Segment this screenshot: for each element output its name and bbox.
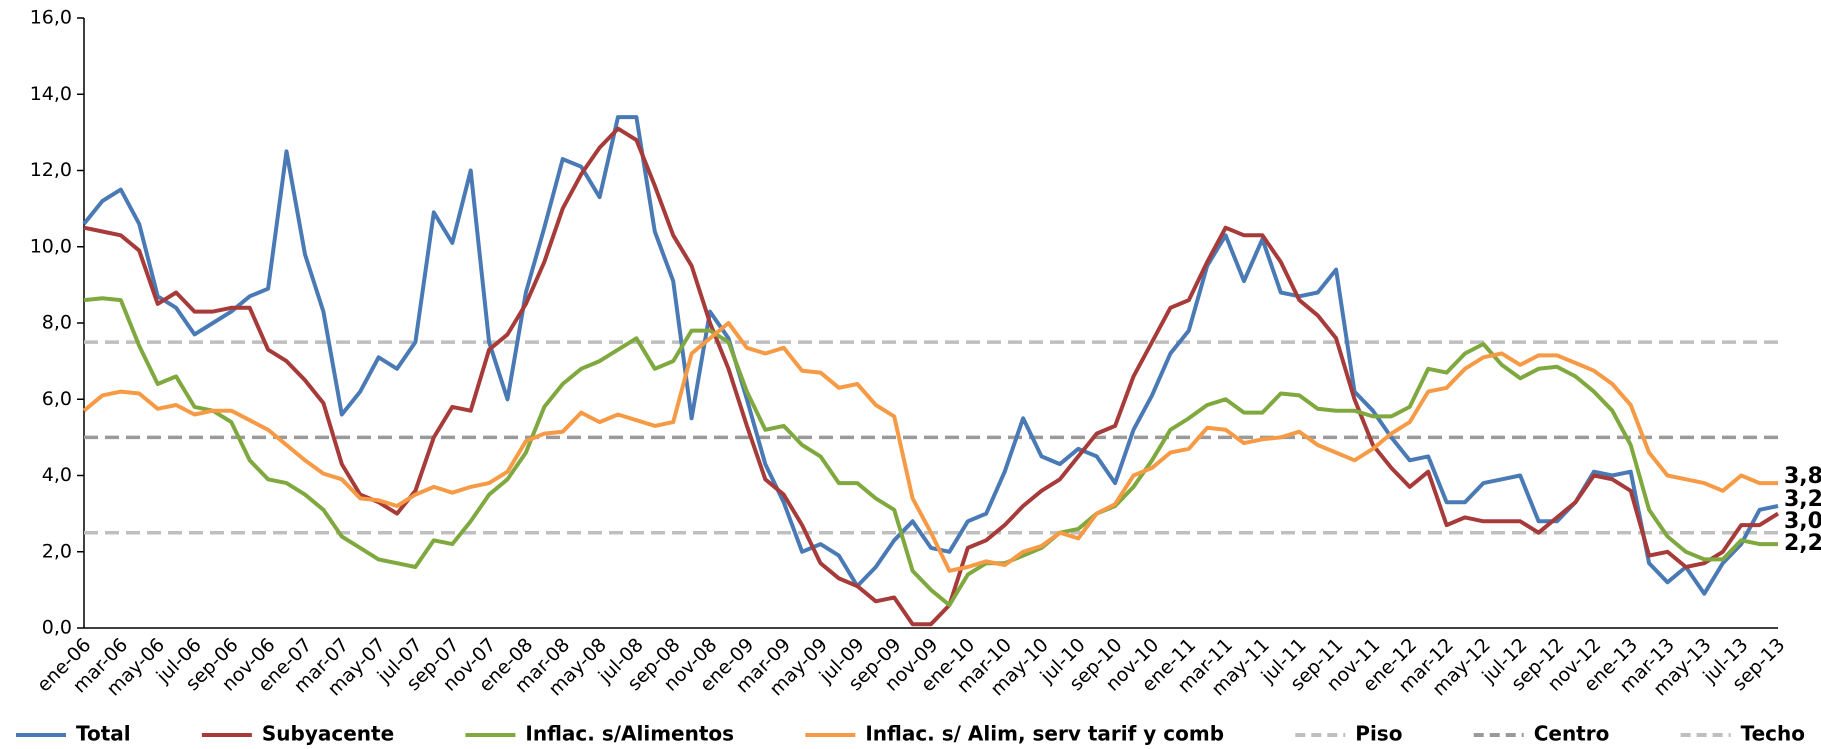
y-tick-label: 2,0 — [42, 540, 72, 562]
y-tick-label: 12,0 — [30, 159, 72, 181]
data-label: 3,0 — [1784, 509, 1821, 534]
legend-label: Subyacente — [262, 722, 394, 746]
legend-label: Total — [76, 722, 131, 746]
data-label: 3,8 — [1784, 464, 1821, 489]
y-tick-label: 10,0 — [30, 235, 72, 257]
y-tick-label: 0,0 — [42, 617, 72, 639]
legend-label: Piso — [1355, 722, 1402, 746]
y-tick-label: 4,0 — [42, 464, 72, 486]
legend-label: Inflac. s/Alimentos — [525, 722, 734, 746]
y-tick-label: 8,0 — [42, 312, 72, 334]
legend-label: Techo — [1741, 722, 1805, 746]
data-label: 3,2 — [1784, 487, 1821, 512]
y-tick-label: 16,0 — [30, 7, 72, 29]
y-tick-label: 6,0 — [42, 388, 72, 410]
series-line — [83, 296, 1778, 608]
y-tick-label: 14,0 — [30, 83, 72, 105]
legend-label: Inflac. s/ Alim, serv tarif y comb — [865, 722, 1224, 746]
legend-label: Centro — [1534, 722, 1610, 746]
legend: Total Subyacente Inflac. s/Alimentos Inflac… — [16, 722, 1805, 746]
series-line — [82, 115, 1779, 596]
data-label: 2,2 — [1784, 531, 1821, 556]
series-line — [82, 321, 1778, 573]
